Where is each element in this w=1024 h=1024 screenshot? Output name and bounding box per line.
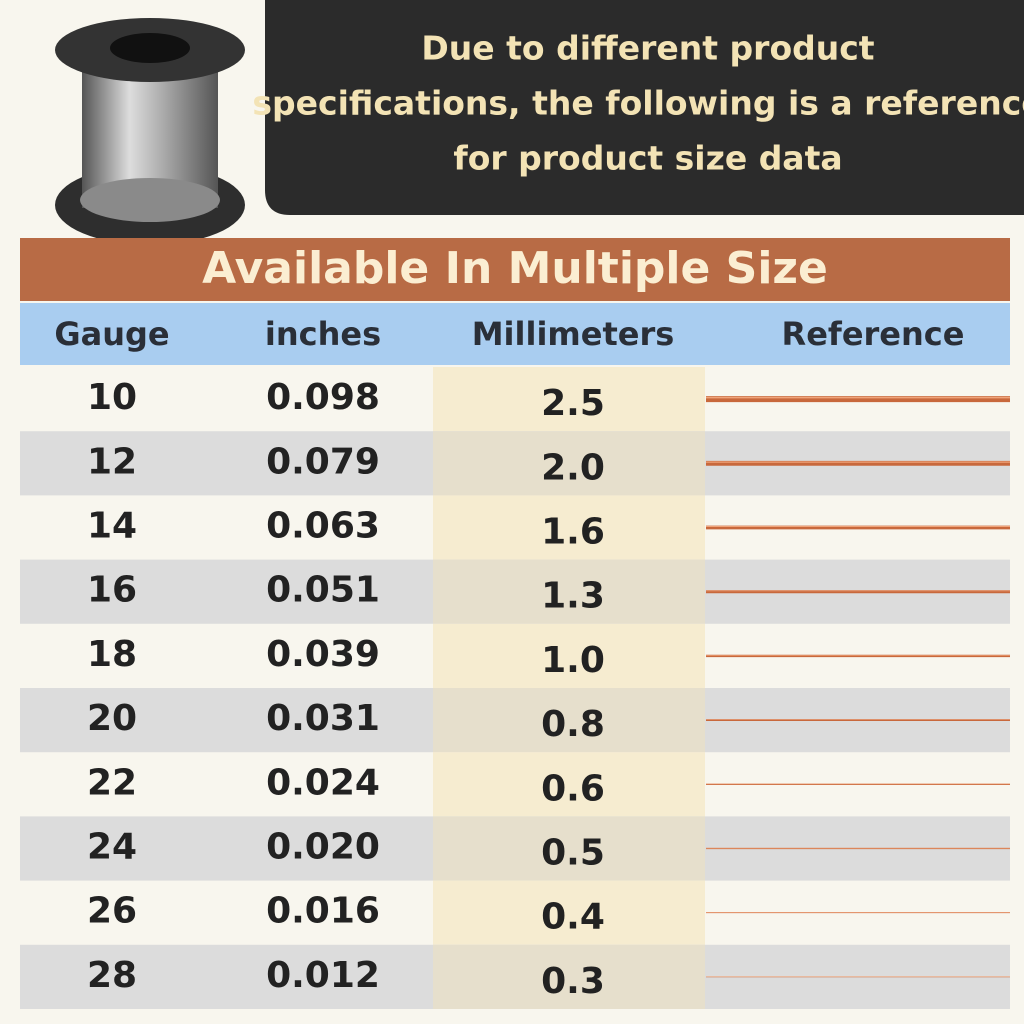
cell: 0.5 bbox=[541, 833, 605, 874]
cell: 26 bbox=[87, 891, 137, 932]
mm-highlight bbox=[433, 688, 705, 753]
table-title: Available In Multiple Size bbox=[202, 243, 828, 294]
column-header: inches bbox=[265, 315, 381, 353]
mm-highlight bbox=[433, 816, 705, 881]
cell: 0.8 bbox=[541, 704, 605, 745]
cell: 0.012 bbox=[266, 955, 380, 996]
notice-line: Due to different product bbox=[421, 29, 874, 68]
cell: 0.4 bbox=[541, 897, 605, 938]
mm-highlight bbox=[433, 880, 705, 945]
notice-box bbox=[265, 0, 1024, 215]
cell: 18 bbox=[87, 634, 137, 675]
cell: 0.079 bbox=[266, 441, 380, 482]
column-header: Gauge bbox=[54, 315, 169, 353]
notice-line: for product size data bbox=[453, 139, 842, 178]
column-header: Millimeters bbox=[472, 315, 675, 353]
column-header: Reference bbox=[782, 315, 965, 353]
cell: 0.039 bbox=[266, 634, 380, 675]
mm-highlight bbox=[433, 944, 705, 1009]
wire-spool bbox=[55, 18, 245, 245]
mm-highlight bbox=[433, 431, 705, 496]
cell: 1.3 bbox=[541, 576, 605, 617]
cell: 0.051 bbox=[266, 570, 380, 611]
cell: 0.063 bbox=[266, 506, 380, 547]
cell: 0.020 bbox=[266, 827, 380, 868]
cell: 10 bbox=[87, 377, 137, 418]
cell: 0.098 bbox=[266, 377, 380, 418]
cell: 24 bbox=[87, 827, 137, 868]
cell: 22 bbox=[87, 762, 137, 803]
mm-highlight bbox=[433, 495, 705, 560]
cell: 14 bbox=[87, 506, 137, 547]
cell: 0.024 bbox=[266, 762, 380, 803]
cell: 2.0 bbox=[541, 447, 605, 488]
cell: 0.016 bbox=[266, 891, 380, 932]
cell: 28 bbox=[87, 955, 137, 996]
title-bar bbox=[20, 238, 1010, 301]
cell: 1.6 bbox=[541, 512, 605, 553]
notice-line: specifications, the following is a refer… bbox=[252, 84, 1024, 123]
header-row bbox=[20, 303, 1010, 365]
cell: 12 bbox=[87, 441, 137, 482]
cell: 0.6 bbox=[541, 768, 605, 809]
mm-highlight bbox=[433, 559, 705, 624]
cell: 20 bbox=[87, 698, 137, 739]
cell: 1.0 bbox=[541, 640, 605, 681]
mm-highlight bbox=[433, 752, 705, 817]
mm-highlight bbox=[433, 367, 705, 432]
cell: 0.031 bbox=[266, 698, 380, 739]
mm-highlight bbox=[433, 623, 705, 688]
cell: 16 bbox=[87, 570, 137, 611]
cell: 0.3 bbox=[541, 961, 605, 1002]
cell: 2.5 bbox=[541, 383, 605, 424]
